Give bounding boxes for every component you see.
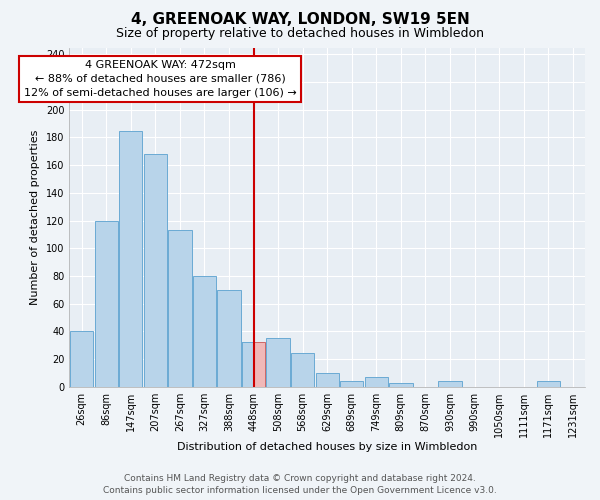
Bar [119,130,142,386]
Bar [439,381,461,386]
Y-axis label: Number of detached properties: Number of detached properties [31,130,40,305]
Bar [144,154,167,386]
Bar [193,276,216,386]
Bar [340,381,364,386]
Bar [95,220,118,386]
Bar [316,373,339,386]
Bar [217,290,241,386]
Text: Contains HM Land Registry data © Crown copyright and database right 2024.
Contai: Contains HM Land Registry data © Crown c… [103,474,497,495]
Bar [389,382,413,386]
Bar [70,332,94,386]
Bar [242,342,254,386]
Bar [242,342,265,386]
Bar [291,354,314,386]
Bar [365,377,388,386]
X-axis label: Distribution of detached houses by size in Wimbledon: Distribution of detached houses by size … [177,442,478,452]
Bar [266,338,290,386]
Text: 4 GREENOAK WAY: 472sqm
← 88% of detached houses are smaller (786)
12% of semi-de: 4 GREENOAK WAY: 472sqm ← 88% of detached… [24,60,296,98]
Bar [536,381,560,386]
Text: Size of property relative to detached houses in Wimbledon: Size of property relative to detached ho… [116,28,484,40]
Text: 4, GREENOAK WAY, LONDON, SW19 5EN: 4, GREENOAK WAY, LONDON, SW19 5EN [131,12,469,28]
Bar [168,230,191,386]
